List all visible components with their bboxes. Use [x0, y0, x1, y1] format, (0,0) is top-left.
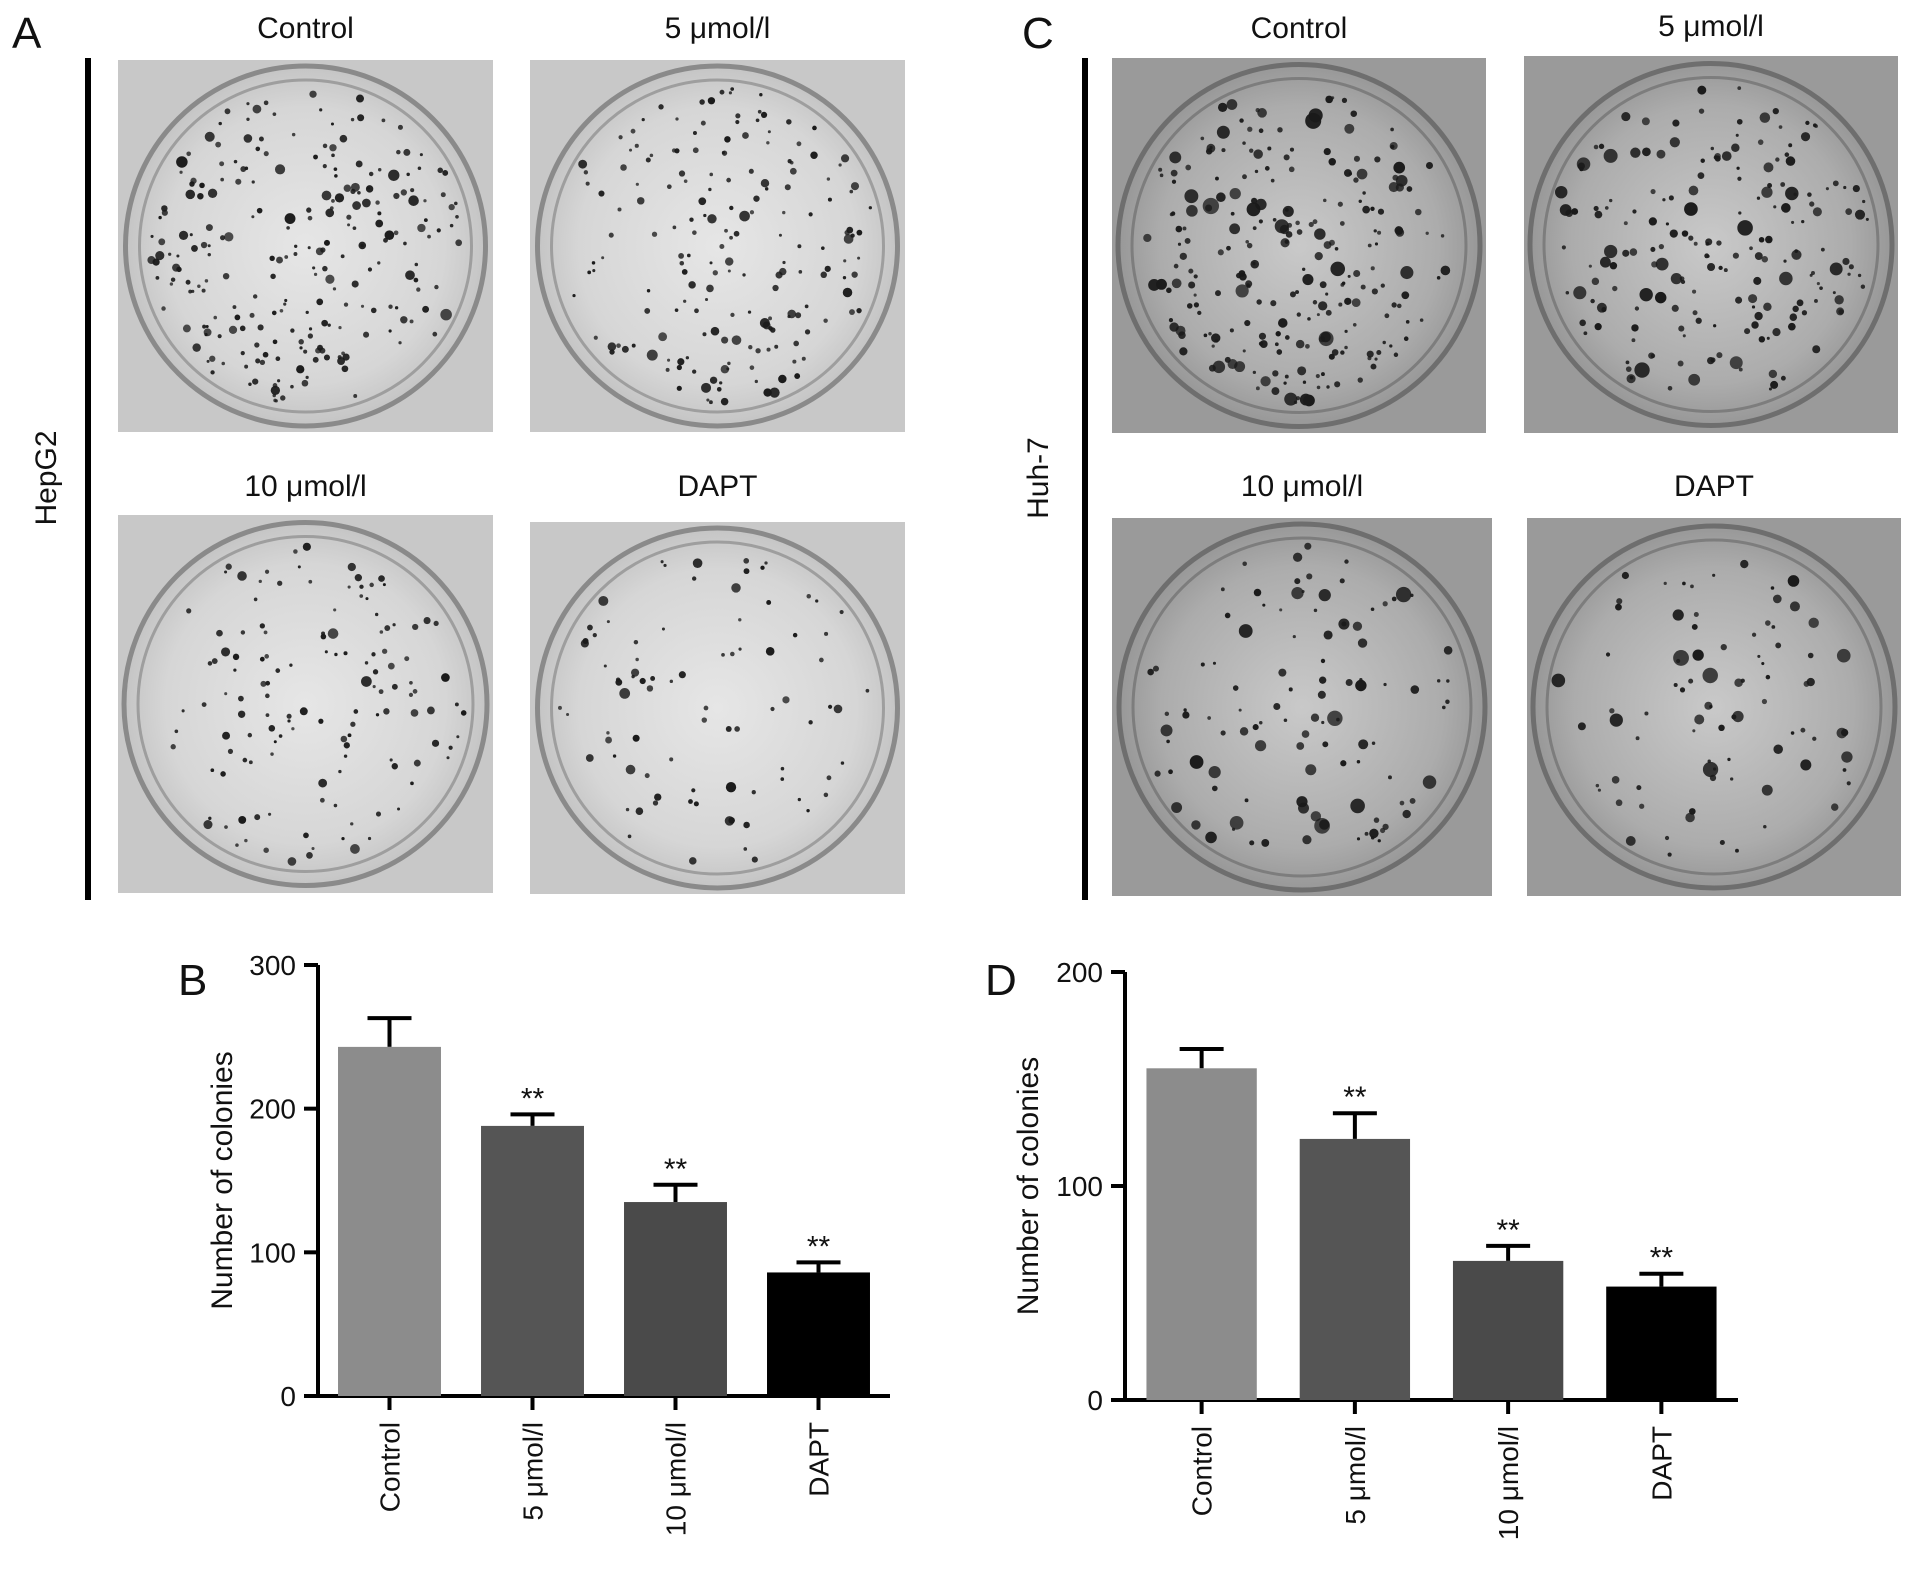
- panel-letter-b: B: [178, 956, 207, 1005]
- colony-dots: [1143, 95, 1451, 407]
- dish-photo: 5 μmol/l: [530, 12, 905, 432]
- dish-rim: [535, 525, 900, 891]
- y-tick-label: 300: [249, 950, 296, 981]
- y-tick-label: 0: [1087, 1385, 1103, 1416]
- bar: [1146, 1068, 1257, 1400]
- y-tick-label: 200: [1056, 957, 1103, 988]
- panel-c: C Huh-7 Control 5 μmol/l 10 μmol/l DAPT: [1022, 9, 1901, 900]
- dish-rim: [123, 63, 488, 429]
- significance-label: **: [1496, 1214, 1520, 1247]
- dish-title: Control: [257, 12, 354, 45]
- dish-photo: DAPT: [1527, 470, 1901, 896]
- dish-photo: 10 μmol/l: [118, 470, 493, 893]
- significance-label: **: [1650, 1242, 1674, 1275]
- colony-dots: [572, 87, 872, 406]
- significance-label: **: [1343, 1081, 1367, 1114]
- y-tick-label: 100: [249, 1237, 296, 1268]
- dish-title: DAPT: [1674, 470, 1754, 503]
- y-tick-label: 0: [280, 1381, 296, 1412]
- dish-inner-rim: [1545, 538, 1883, 876]
- panel-a: A HepG2 Control 5 μmol/l 10 μmol/l DAPT: [12, 9, 905, 900]
- dish-photo: DAPT: [530, 470, 905, 894]
- dish-rim: [1116, 521, 1488, 893]
- y-tick-label: 100: [1056, 1171, 1103, 1202]
- dish-inner-rim: [550, 540, 885, 876]
- x-tick-label: Control: [1187, 1426, 1218, 1516]
- dish-title: 5 μmol/l: [1658, 10, 1764, 43]
- dish-title: 10 μmol/l: [1241, 470, 1363, 503]
- dish-rim: [121, 520, 490, 888]
- x-tick-label: 10 μmol/l: [1493, 1426, 1524, 1540]
- significance-label: **: [807, 1230, 831, 1263]
- colony-dots: [147, 90, 463, 403]
- dish-photo: Control: [1112, 12, 1486, 433]
- cell-line-label-c: Huh-7: [1022, 437, 1055, 519]
- y-tick-label: 200: [249, 1094, 296, 1125]
- dish-title: 5 μmol/l: [665, 12, 771, 45]
- dish-photo: 5 μmol/l: [1524, 10, 1898, 433]
- dish-rim: [1115, 62, 1483, 429]
- dish-photo: 10 μmol/l: [1112, 470, 1492, 896]
- cell-line-label-a: HepG2: [30, 430, 63, 525]
- dish-title: Control: [1251, 12, 1348, 45]
- x-tick-label: Control: [375, 1422, 406, 1512]
- y-axis-title: Number of colonies: [206, 1051, 239, 1309]
- panel-d: D 0 100 200 Number of colonies Control 5 μmol…: [985, 956, 1738, 1540]
- dish-title: DAPT: [677, 470, 757, 503]
- bar: [338, 1046, 441, 1396]
- dish-rim: [1530, 523, 1898, 891]
- dish-inner-rim: [1131, 536, 1473, 878]
- panel-letter-a: A: [12, 9, 42, 58]
- dish-title: 10 μmol/l: [244, 470, 366, 503]
- significance-label: **: [521, 1082, 545, 1115]
- bar: [1299, 1138, 1411, 1400]
- chart-b: 0 100 200 300 Number of colonies Control 5 μmo…: [206, 950, 890, 1536]
- bar: [624, 1202, 727, 1396]
- x-tick-label: 5 μmol/l: [518, 1422, 549, 1521]
- panel-letter-c: C: [1022, 9, 1054, 58]
- chart-d: 0 100 200 Number of colonies Control 5 μmol/l…: [1012, 957, 1738, 1540]
- y-axis-title: Number of colonies: [1012, 1057, 1045, 1315]
- panel-b: B 0 100 200 300 Number of colonies Control 5 μ…: [178, 950, 890, 1536]
- dish-grid-c: Control 5 μmol/l 10 μmol/l DAPT: [1112, 10, 1901, 896]
- bar: [1452, 1260, 1564, 1400]
- dish-rim: [535, 63, 900, 429]
- colony-dots: [1551, 559, 1853, 857]
- x-tick-label: DAPT: [1646, 1426, 1677, 1501]
- dish-inner-rim: [550, 78, 885, 414]
- dish-inner-rim: [136, 535, 475, 873]
- colony-dots: [170, 542, 467, 866]
- colony-dots: [1147, 542, 1453, 847]
- dish-photo: Control: [118, 12, 493, 432]
- x-tick-label: DAPT: [804, 1422, 835, 1497]
- colony-dots: [1555, 85, 1869, 391]
- dish-inner-rim: [138, 78, 473, 414]
- dish-inner-rim: [1130, 77, 1468, 414]
- x-tick-label: 10 μmol/l: [661, 1422, 692, 1536]
- panel-letter-d: D: [985, 956, 1017, 1005]
- x-tick-label: 5 μmol/l: [1340, 1426, 1371, 1525]
- dish-grid-a: Control 5 μmol/l 10 μmol/l DAPT: [118, 12, 905, 894]
- bar: [481, 1125, 584, 1396]
- significance-label: **: [664, 1153, 688, 1186]
- bar: [1606, 1286, 1717, 1400]
- colony-dots: [558, 558, 870, 865]
- dish-inner-rim: [1542, 76, 1880, 413]
- bar: [767, 1272, 870, 1396]
